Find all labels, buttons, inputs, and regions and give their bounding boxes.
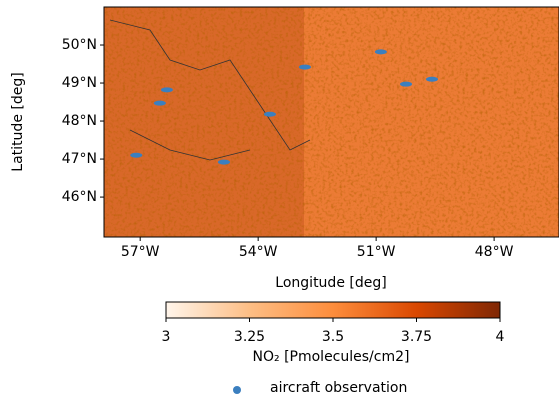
x-tick-label: 48°W (475, 244, 514, 260)
legend-marker (233, 386, 241, 394)
aircraft-point (130, 152, 143, 158)
y-tick-label: 48°N (62, 113, 97, 129)
colorbar-tick-label: 3.5 (322, 329, 344, 345)
x-axis-label: Longitude [deg] (275, 275, 386, 291)
y-tick-label: 47°N (62, 151, 97, 167)
aircraft-point (160, 87, 173, 93)
x-tick-label: 54°W (239, 244, 278, 260)
y-axis-label: Latitude [deg] (10, 72, 26, 171)
colorbar-tick-label: 3.75 (401, 329, 432, 345)
map-background (103, 6, 559, 238)
x-tick-label: 57°W (121, 244, 160, 260)
aircraft-point (374, 49, 387, 55)
colorbar (165, 301, 501, 319)
aircraft-point (400, 81, 413, 87)
x-tick-label: 51°W (357, 244, 396, 260)
aircraft-point (425, 76, 438, 82)
y-tick-label: 49°N (62, 75, 97, 91)
aircraft-point (153, 100, 166, 106)
y-tick-label: 46°N (62, 189, 97, 205)
aircraft-point (263, 111, 276, 117)
colorbar-tick-label: 3 (162, 329, 171, 345)
colorbar-tick-label: 3.25 (234, 329, 265, 345)
colorbar-label: NO₂ [Pmolecules/cm2] (253, 349, 410, 365)
legend-label: aircraft observation (270, 380, 407, 396)
aircraft-point (298, 64, 311, 70)
colorbar-tick-label: 4 (496, 329, 505, 345)
aircraft-point (217, 159, 230, 165)
y-tick-label: 50°N (62, 37, 97, 53)
